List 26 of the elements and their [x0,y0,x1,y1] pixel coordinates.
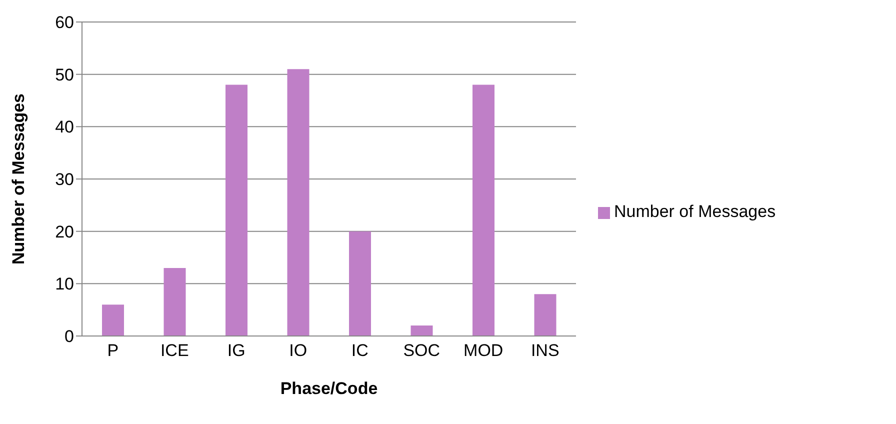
y-tick-label: 20 [55,222,74,242]
x-tick-label: IG [227,341,246,360]
bar [102,304,124,336]
y-tick-label: 50 [55,65,74,84]
x-axis-title: Phase/Code [280,379,378,398]
bar [349,231,371,336]
bar [534,294,556,336]
y-tick-label: 30 [55,170,74,190]
bar [287,69,310,336]
bar [164,268,186,336]
x-tick-label: IO [289,341,308,360]
y-tick-label: 0 [64,327,74,346]
y-tick-label: 60 [55,13,74,32]
bar [472,84,494,336]
y-axis-title: Number of Messages [9,94,28,264]
x-tick-label: P [107,341,119,360]
legend-label: Number of Messages [614,202,776,221]
x-tick-label: INS [530,341,560,360]
x-tick-label: ICE [160,341,189,360]
y-tick-label: 10 [55,274,74,294]
bar [226,84,248,336]
bar [410,326,433,336]
x-tick-label: IC [351,341,368,360]
y-tick-label: 40 [55,118,74,137]
x-tick-label: MOD [464,341,504,360]
x-tick-label: SOC [403,341,440,360]
